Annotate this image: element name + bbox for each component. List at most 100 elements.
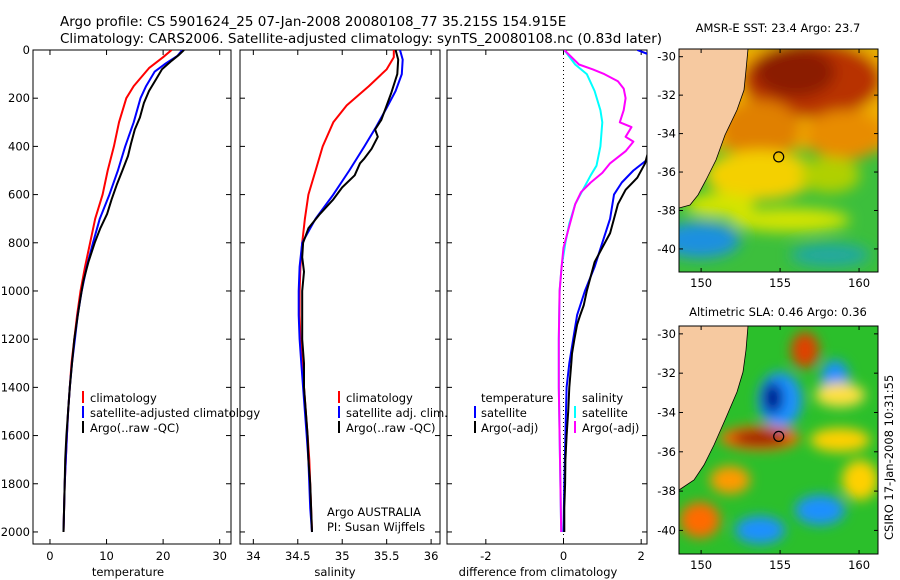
map-x-tick-label: 150: [690, 558, 712, 572]
sla-map-panel: Altimetric SLA: 0.46 Argo: 0.36 150 1: [657, 305, 879, 572]
difference-series-line-argo-adj--3: [557, 50, 635, 533]
difference-panel: -2 0 2 difference from climatology tempera…: [446, 49, 648, 579]
temperature-axes-frame: [32, 49, 232, 545]
x-tick-label: 0: [560, 549, 567, 563]
difference-series-line-argo-adj--1: [563, 152, 647, 532]
legend-swatch-sal-satellite: [574, 406, 576, 418]
salinity-annotation-line1: Argo AUSTRALIA: [327, 505, 421, 519]
x-tick-label: 36: [424, 549, 439, 563]
salinity-series-line-argo-raw-qc--2: [301, 50, 400, 533]
x-tick-label: 20: [156, 549, 171, 563]
sla-land: [679, 326, 749, 491]
map-y-tick-label: -34: [657, 127, 676, 141]
salinity-legend: climatology satellite adj. clim. Argo(..…: [338, 391, 448, 435]
y-tick-label: 400: [8, 139, 30, 153]
legend-swatch-climatology: [338, 391, 340, 403]
x-tick-label: 2: [638, 549, 645, 563]
map-y-tick-label: -32: [657, 88, 676, 102]
legend-swatch-sal-argo: [574, 421, 576, 433]
figure-title-line2: Climatology: CARS2006. Satellite-adjuste…: [60, 31, 662, 47]
x-tick-label: 34: [246, 549, 261, 563]
sst-map-title: AMSR-E SST: 23.4 Argo: 23.7: [696, 21, 861, 35]
x-tick-label: 35: [335, 549, 350, 563]
temperature-xlabel: temperature: [92, 565, 164, 579]
y-tick-label: 1800: [1, 477, 30, 491]
legend-label-climatology: climatology: [90, 391, 157, 405]
x-tick-label: 34.5: [285, 549, 311, 563]
map-x-tick-label: 150: [690, 276, 712, 290]
x-tick-label: 10: [99, 549, 114, 563]
y-tick-label: 600: [8, 188, 30, 202]
legend-swatch-argo: [82, 421, 84, 433]
sst-map-panel: AMSR-E SST: 23.4 Argo: 23.7: [657, 21, 879, 290]
map-x-tick-label: 160: [848, 276, 870, 290]
map-y-tick-label: -40: [657, 523, 676, 537]
salinity-series-line-satellite-adj-clim--1: [297, 50, 404, 533]
map-y-tick-label: -36: [657, 445, 676, 459]
map-y-tick-label: -40: [657, 242, 676, 256]
legend-label-sal-satellite: satellite: [582, 406, 628, 420]
map-y-tick-label: -30: [657, 327, 676, 341]
legend-swatch-satellite: [338, 406, 340, 418]
y-tick-label: 0: [23, 43, 30, 57]
y-tick-label: 2000: [1, 525, 30, 539]
argo-position-marker: [773, 430, 785, 442]
legend-label-argo: Argo(..raw -QC): [346, 421, 436, 435]
salinity-annotation-line2: PI: Susan Wijffels: [327, 520, 425, 534]
y-tick-label: 1000: [1, 284, 30, 298]
map-x-tick-label: 160: [848, 558, 870, 572]
legend-title-salinity: salinity: [582, 391, 623, 405]
y-tick-label: 1200: [1, 332, 30, 346]
legend-label-satellite: satellite adj. clim.: [346, 406, 448, 420]
map-x-tick-label: 155: [769, 276, 791, 290]
figure-title-line1: Argo profile: CS 5901624_25 07-Jan-2008 …: [60, 14, 566, 30]
map-y-tick-label: -34: [657, 405, 676, 419]
sla-map-frame: [678, 325, 879, 555]
legend-label-climatology: climatology: [346, 391, 413, 405]
difference-legend: temperature salinity satellite Argo(-adj…: [474, 391, 639, 435]
y-tick-label: 200: [8, 91, 30, 105]
x-tick-label: 30: [212, 549, 227, 563]
map-y-tick-label: -30: [657, 50, 676, 64]
legend-title-temperature: temperature: [481, 391, 553, 405]
legend-swatch-argo: [338, 421, 340, 433]
salinity-axes-frame: [239, 49, 441, 545]
legend-swatch-satellite-adjusted: [82, 406, 84, 418]
sla-map-field: [679, 326, 878, 554]
legend-label-temp-satellite: satellite: [481, 406, 527, 420]
y-tick-label: 1600: [1, 429, 30, 443]
temperature-series-line-argo-raw-qc--2: [62, 50, 185, 533]
difference-xlabel: difference from climatology: [459, 565, 618, 579]
sst-map-frame: [678, 48, 879, 273]
salinity-panel: 34 34.5 35 35.5 36 salinity climatology sate…: [239, 49, 448, 579]
legend-swatch-temp-satellite: [474, 406, 476, 418]
sst-land: [679, 49, 749, 209]
argo-position-marker: [773, 151, 785, 163]
legend-swatch-temp-argo: [474, 421, 476, 433]
legend-swatch-climatology: [82, 391, 84, 403]
y-tick-label: 1400: [1, 380, 30, 394]
legend-label-temp-argo: Argo(-adj): [481, 421, 538, 435]
x-tick-label: 35.5: [374, 549, 400, 563]
sst-map-field: [679, 49, 878, 272]
map-y-tick-label: -38: [657, 484, 676, 498]
temperature-series-line-climatology-0: [62, 50, 173, 533]
map-y-tick-label: -32: [657, 366, 676, 380]
map-y-tick-label: -38: [657, 203, 676, 217]
x-tick-label: 0: [46, 549, 53, 563]
legend-label-satellite-adjusted: satellite-adjusted climatology: [90, 406, 260, 420]
legend-label-sal-argo: Argo(-adj): [582, 421, 639, 435]
map-y-tick-label: -36: [657, 165, 676, 179]
difference-series-line-satellite-0: [562, 50, 647, 533]
sla-map-title: Altimetric SLA: 0.46 Argo: 0.36: [689, 305, 867, 319]
temperature-legend: climatology satellite-adjusted climatolo…: [82, 391, 260, 435]
y-tick-label: 800: [8, 236, 30, 250]
difference-axes-frame: [446, 49, 648, 545]
map-x-tick-label: 155: [769, 558, 791, 572]
salinity-xlabel: salinity: [314, 565, 355, 579]
temperature-panel: 0 10 20 30 0 200 400 600 800 1000 1200 1400 1600 1800…: [1, 43, 261, 579]
legend-label-argo: Argo(..raw -QC): [90, 421, 180, 435]
x-tick-label: -2: [480, 549, 491, 563]
credit-label: CSIRO 17-Jan-2008 10:31:55: [882, 375, 896, 540]
